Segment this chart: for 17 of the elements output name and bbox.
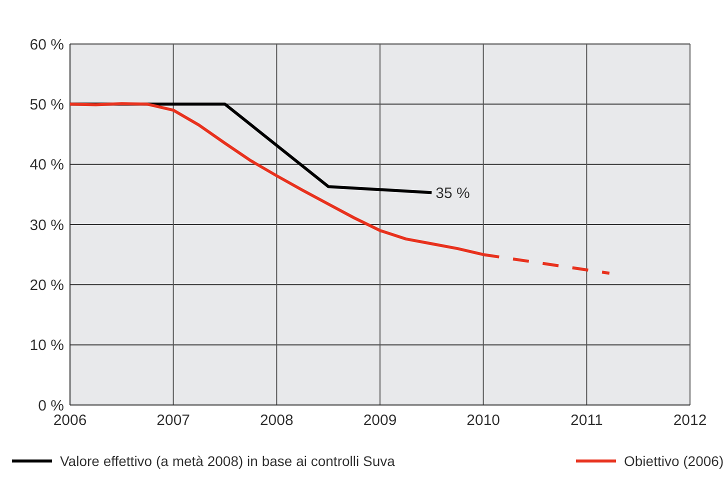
legend-label: Valore effettivo (a metà 2008) in base ai controlli Suva [60,452,396,469]
x-tick-label: 2007 [156,412,190,429]
x-tick-label: 2006 [53,412,87,429]
y-tick-label: 0 % [38,397,64,414]
x-tick-label: 2011 [570,412,603,429]
x-tick-label: 2012 [673,412,707,429]
y-tick-label: 60 % [30,36,64,54]
legend-label: Obiettivo (2006) [624,452,724,469]
x-tick-label: 2008 [260,412,294,429]
x-tick-label: 2010 [466,412,500,429]
y-tick-label: 50 % [30,96,64,114]
x-tick-label: 2009 [363,412,397,429]
annotation: 35 % [436,184,470,202]
y-tick-label: 20 % [30,276,64,294]
y-tick-label: 30 % [30,216,64,234]
y-tick-label: 40 % [30,156,64,174]
y-tick-label: 10 % [30,337,64,354]
